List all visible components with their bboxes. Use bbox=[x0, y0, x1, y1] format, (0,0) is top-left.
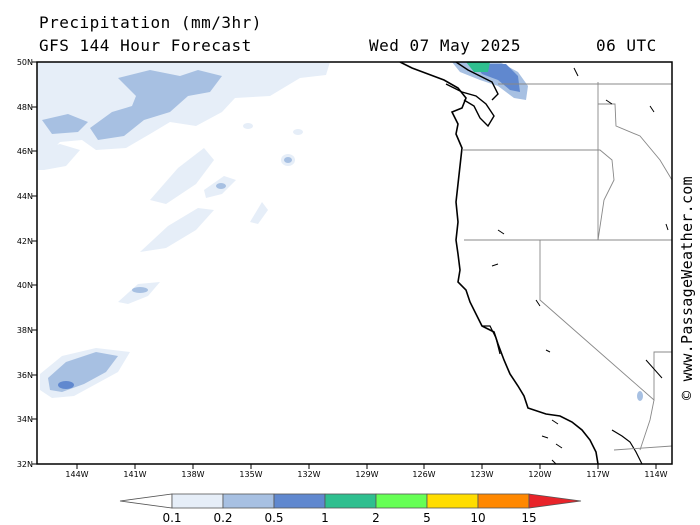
lat-label-42n: 42N bbox=[17, 237, 33, 246]
legend-label-0-1: 0.1 bbox=[162, 511, 181, 525]
coastline-bc bbox=[455, 62, 499, 101]
coastline-sf-bay bbox=[482, 325, 501, 355]
precip-streak-3 bbox=[140, 208, 214, 252]
lat-label-32n: 32N bbox=[17, 460, 33, 469]
lat-label-46n: 46N bbox=[17, 147, 33, 156]
lon-label-144w: 144W bbox=[65, 470, 88, 479]
lon-label-141w: 141W bbox=[123, 470, 146, 479]
legend-label-1: 1 bbox=[321, 511, 329, 525]
lon-label-126w: 126W bbox=[412, 470, 435, 479]
lon-label-135w: 135W bbox=[239, 470, 262, 479]
legend-label-0-2: 0.2 bbox=[213, 511, 232, 525]
precip-streak-4 bbox=[250, 202, 268, 224]
precip-area-north-mid bbox=[90, 70, 222, 140]
valid-time: 06 UTC bbox=[596, 36, 657, 55]
legend-bin-5 bbox=[375, 493, 428, 509]
precipitation-field bbox=[37, 62, 643, 401]
precipitation-legend bbox=[119, 493, 582, 509]
lon-label-123w: 123W bbox=[470, 470, 493, 479]
lon-label-129w: 129W bbox=[355, 470, 378, 479]
lon-label-138w: 138W bbox=[181, 470, 204, 479]
precip-spot-1 bbox=[216, 183, 226, 189]
legend-label-5: 5 bbox=[423, 511, 431, 525]
legend-label-15: 15 bbox=[521, 511, 536, 525]
coastline bbox=[399, 62, 599, 464]
legend-right-arrow bbox=[528, 493, 582, 509]
legend-label-0-5: 0.5 bbox=[264, 511, 283, 525]
legend-bin-1 bbox=[171, 493, 224, 509]
lon-label-132w: 132W bbox=[297, 470, 320, 479]
legend-label-10: 10 bbox=[470, 511, 485, 525]
precip-spot-6 bbox=[243, 123, 253, 129]
precip-streak-1 bbox=[150, 148, 214, 204]
precip-area-north-edge bbox=[42, 114, 88, 134]
lon-label-117w: 117W bbox=[586, 470, 609, 479]
legend-bin-2 bbox=[222, 493, 275, 509]
baja-coast bbox=[611, 429, 643, 464]
lat-label-36n: 36N bbox=[17, 371, 33, 380]
precip-spot-southwest bbox=[58, 381, 74, 389]
lat-label-44n: 44N bbox=[17, 192, 33, 201]
forecast-subtitle: GFS 144 Hour Forecast bbox=[39, 36, 252, 55]
lat-label-40n: 40N bbox=[17, 281, 33, 290]
map-title: Precipitation (mm/3hr) bbox=[39, 13, 262, 32]
precip-spot-2 bbox=[132, 287, 148, 293]
legend-bin-6 bbox=[426, 493, 479, 509]
lat-label-38n: 38N bbox=[17, 326, 33, 335]
precip-spot-socal bbox=[637, 391, 643, 401]
latitude-axis bbox=[32, 61, 37, 465]
legend-bin-4 bbox=[324, 493, 377, 509]
precip-area-nw-corner bbox=[37, 144, 80, 170]
precip-spot-5 bbox=[293, 129, 303, 135]
map-frame bbox=[36, 61, 673, 465]
lat-label-48n: 48N bbox=[17, 103, 33, 112]
legend-bin-3 bbox=[273, 493, 326, 509]
legend-label-2: 2 bbox=[372, 511, 380, 525]
lon-label-114w: 114W bbox=[644, 470, 667, 479]
coastline-puget bbox=[445, 83, 495, 128]
legend-bin-7 bbox=[477, 493, 530, 509]
lat-label-50n: 50N bbox=[17, 58, 33, 67]
coastal-islands bbox=[491, 67, 669, 464]
valid-date: Wed 07 May 2025 bbox=[369, 36, 521, 55]
precip-streak-5 bbox=[118, 282, 160, 304]
legend-left-arrow bbox=[119, 493, 173, 509]
lon-label-120w: 120W bbox=[528, 470, 551, 479]
precip-area-vancouver-green bbox=[466, 62, 490, 72]
longitude-axis bbox=[76, 464, 657, 469]
precip-spot-4 bbox=[284, 157, 292, 163]
lat-label-34n: 34N bbox=[17, 415, 33, 424]
state-borders bbox=[462, 82, 672, 451]
